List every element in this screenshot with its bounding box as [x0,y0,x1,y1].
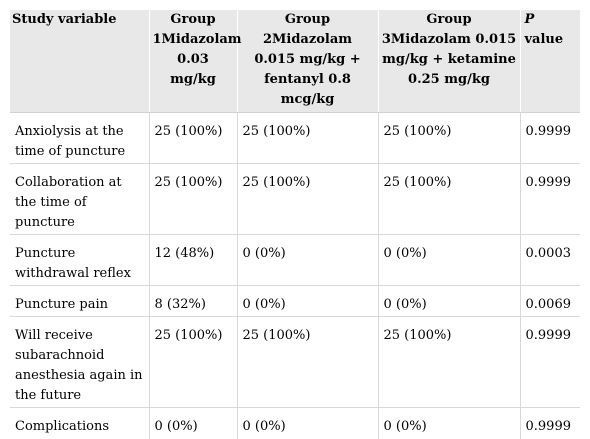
cell-group-2: 25 (100%) [237,164,378,235]
header-p-label: value [525,32,564,47]
table-row: Will receive subarachnoid anesthesia aga… [10,317,580,408]
cell-group-3: 0 (0%) [378,408,520,439]
header-p-symbol: P [525,12,535,27]
cell-group-2: 0 (0%) [237,408,378,439]
cell-group-1: 25 (100%) [149,317,237,408]
cell-group-3: 25 (100%) [378,317,520,408]
table-row: Complications 0 (0%) 0 (0%) 0 (0%) 0.999… [10,408,580,439]
cell-p-value: 0.9999 [520,113,580,164]
cell-group-1: 25 (100%) [149,113,237,164]
cell-p-value: 0.0069 [520,286,580,317]
table-row: Collaboration at the time of puncture 25… [10,164,580,235]
cell-variable: Will receive subarachnoid anesthesia aga… [10,317,149,408]
cell-group-2: 25 (100%) [237,317,378,408]
cell-p-value: 0.9999 [520,317,580,408]
cell-group-1: 25 (100%) [149,164,237,235]
cell-group-1: 0 (0%) [149,408,237,439]
header-group-1: Group 1Midazolam 0.03 mg/kg [149,10,237,113]
cell-group-2: 0 (0%) [237,235,378,286]
cell-group-3: 25 (100%) [378,164,520,235]
cell-group-3: 25 (100%) [378,113,520,164]
header-p-value: P value [520,10,580,113]
cell-group-1: 12 (48%) [149,235,237,286]
cell-group-3: 0 (0%) [378,235,520,286]
cell-group-3: 0 (0%) [378,286,520,317]
cell-p-value: 0.9999 [520,164,580,235]
cell-variable: Puncture pain [10,286,149,317]
table-header: Study variable Group 1Midazolam 0.03 mg/… [10,10,580,113]
table-row: Puncture withdrawal reflex 12 (48%) 0 (0… [10,235,580,286]
header-study-variable: Study variable [10,10,149,113]
results-table: Study variable Group 1Midazolam 0.03 mg/… [10,10,580,439]
header-group-3: Group 3Midazolam 0.015 mg/kg + ketamine … [378,10,520,113]
cell-variable: Anxiolysis at the time of puncture [10,113,149,164]
cell-group-2: 0 (0%) [237,286,378,317]
cell-p-value: 0.0003 [520,235,580,286]
table-row: Anxiolysis at the time of puncture 25 (1… [10,113,580,164]
cell-group-2: 25 (100%) [237,113,378,164]
cell-p-value: 0.9999 [520,408,580,439]
header-group-2: Group 2Midazolam 0.015 mg/kg + fentanyl … [237,10,378,113]
table-row: Puncture pain 8 (32%) 0 (0%) 0 (0%) 0.00… [10,286,580,317]
table-body: Anxiolysis at the time of puncture 25 (1… [10,113,580,439]
cell-variable: Collaboration at the time of puncture [10,164,149,235]
cell-variable: Puncture withdrawal reflex [10,235,149,286]
cell-variable: Complications [10,408,149,439]
cell-group-1: 8 (32%) [149,286,237,317]
header-row: Study variable Group 1Midazolam 0.03 mg/… [10,10,580,113]
